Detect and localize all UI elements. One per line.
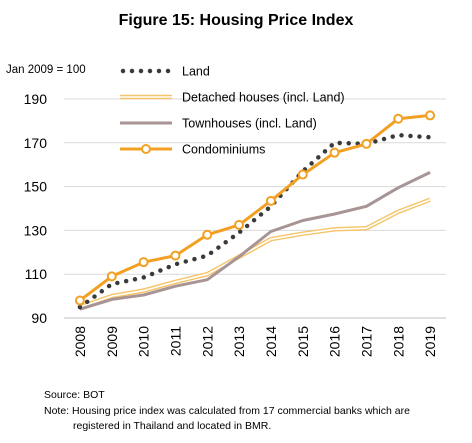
note-line-1: Note: Housing price index was calculated…	[44, 405, 410, 417]
point-2013	[234, 219, 245, 230]
note-line-2: registered in Thailand and located in BM…	[73, 420, 272, 432]
x-tick-label-2013: 2013	[231, 326, 247, 357]
legend-label: Detached houses (incl. Land)	[182, 91, 345, 105]
legend-marker	[141, 144, 151, 154]
legend-label: Townhouses (incl. Land)	[182, 117, 317, 131]
series-line	[78, 113, 431, 302]
legend: Land Detached houses (incl. Land) Townhous…	[120, 65, 345, 157]
series-group	[74, 110, 436, 311]
y-axis-unit-label: Jan 2009 = 100	[6, 64, 86, 76]
point-2011	[170, 250, 181, 261]
y-axis-ticks: 90 110 130 150 170 190	[24, 91, 48, 326]
y-tick-label-190: 190	[24, 91, 48, 107]
legend-entry-1: Detached houses (incl. Land)	[120, 91, 345, 105]
point-2008	[74, 295, 85, 306]
series-line	[77, 132, 433, 310]
point-2014	[265, 195, 276, 206]
y-tick-label-110: 110	[25, 266, 48, 282]
source-note: Source: BOT	[44, 388, 105, 403]
y-tick-label-150: 150	[24, 179, 48, 195]
series-0	[77, 132, 433, 310]
x-tick-label-2015: 2015	[295, 326, 311, 357]
point-2010	[138, 257, 149, 268]
x-tick-label-2010: 2010	[136, 326, 152, 357]
point-2016	[329, 147, 340, 158]
source-text: Source: BOT	[44, 389, 105, 401]
point-2019	[425, 110, 436, 121]
series-2	[79, 171, 431, 311]
y-tick-label-130: 130	[24, 222, 48, 238]
x-tick-label-2017: 2017	[358, 326, 374, 357]
housing-price-index-chart: Figure 15: Housing Price Index Jan 2009 …	[6, 12, 446, 357]
x-tick-label-2014: 2014	[263, 326, 279, 357]
series-3	[74, 110, 436, 306]
series-line	[79, 171, 431, 311]
x-tick-label-2009: 2009	[104, 326, 120, 357]
chart-title: Figure 15: Housing Price Index	[119, 12, 354, 29]
series-1	[79, 197, 431, 310]
legend-label: Condominiums	[182, 143, 265, 157]
series-line-outer	[79, 197, 431, 310]
method-note: Note: Housing price index was calculated…	[44, 404, 410, 434]
x-axis: 2008 2009 2010 2011 2012 2013 2014 2015 2016 2017…	[64, 317, 446, 357]
x-tick-label-2011: 2011	[167, 326, 183, 356]
x-tick-label-2019: 2019	[422, 326, 438, 357]
x-tick-label-2016: 2016	[327, 326, 343, 357]
x-tick-label-2008: 2008	[72, 326, 88, 357]
y-tick-label-90: 90	[31, 310, 47, 326]
point-2017	[361, 138, 372, 149]
y-tick-label-170: 170	[24, 135, 48, 151]
x-tick-label-2012: 2012	[199, 326, 215, 357]
x-tick-label-2018: 2018	[390, 326, 406, 357]
legend-entry-0: Land	[120, 65, 210, 79]
point-2009	[106, 271, 117, 282]
point-2018	[393, 113, 404, 124]
point-2012	[202, 229, 213, 240]
legend-label: Land	[182, 65, 210, 79]
point-2015	[297, 169, 308, 180]
legend-entry-2: Townhouses (incl. Land)	[120, 117, 317, 131]
legend-entry-3: Condominiums	[120, 143, 265, 157]
series-line-inner	[79, 198, 431, 308]
